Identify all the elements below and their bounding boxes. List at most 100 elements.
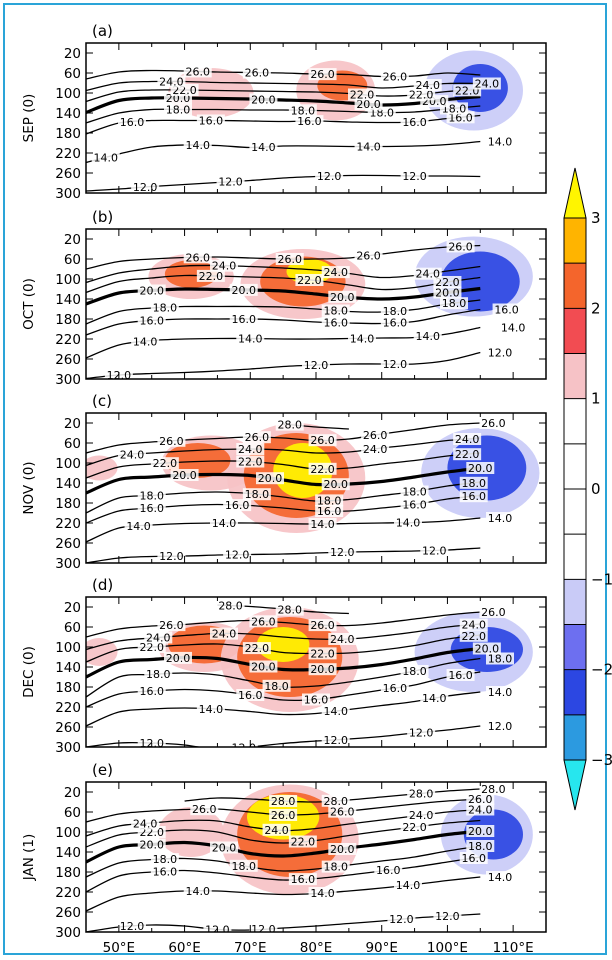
colorbar-segment	[564, 624, 586, 670]
contour-label-bg	[183, 885, 212, 897]
contour-label-bg	[328, 843, 357, 855]
contour-label: 28.0	[323, 795, 348, 808]
contour-label: 18.0	[442, 297, 467, 310]
contour-label: 24.0	[461, 619, 486, 632]
contour-label: 16.0	[153, 865, 178, 878]
contour-label-bg	[203, 923, 232, 932]
contour-label: 12.0	[402, 170, 427, 183]
contour-label-bg	[157, 434, 186, 447]
contour-label: 16.0	[120, 116, 145, 129]
contour-label-bg	[242, 642, 271, 655]
contour-label: 26.0	[468, 793, 493, 806]
contour-label: 24.0	[264, 824, 289, 837]
contour-label: 18.0	[323, 305, 348, 318]
y-tick-label: 20	[64, 600, 81, 616]
contour-label: 18.0	[461, 477, 486, 490]
contour-label: 22.0	[310, 647, 335, 660]
contour-label: 14.0	[133, 335, 158, 348]
contour-label: 20.0	[475, 643, 500, 656]
contour-label-bg	[486, 346, 514, 359]
contour-label-bg	[321, 478, 350, 491]
contour-label-bg	[308, 462, 337, 475]
contour-label-bg	[459, 490, 488, 503]
contour-label: 14.0	[415, 330, 440, 343]
contour-label: 22.0	[461, 630, 486, 643]
contour-label-bg	[118, 116, 146, 128]
y-tick-label: 100	[55, 640, 81, 656]
contour-label-bg	[466, 462, 495, 474]
y-tick-label: 180	[55, 865, 81, 881]
contour-label-bg	[229, 741, 258, 747]
contour-label: 20.0	[323, 478, 348, 491]
contour-label: 22.0	[455, 448, 480, 461]
contour-label-bg	[308, 619, 337, 632]
contour-label: 14.0	[212, 517, 237, 530]
contour-label: 16.0	[323, 317, 348, 330]
contour-label: 24.0	[409, 809, 434, 822]
x-tick-label: 80°E	[300, 940, 332, 956]
contour-label: 24.0	[120, 449, 145, 462]
colorbar: 3 2 1 0 −1 −2 −3	[563, 167, 612, 811]
contour-label-bg	[157, 619, 186, 632]
colorbar-bottom-arrow	[563, 759, 587, 811]
y-tick-label: 300	[55, 740, 81, 756]
contour-label: 28.0	[271, 795, 296, 808]
contour-label-bg	[137, 502, 166, 514]
contour-label: 22.0	[153, 457, 178, 470]
contour-label: 20.0	[468, 825, 493, 838]
contour-label: 26.0	[245, 67, 270, 80]
panel-label: (a)	[92, 22, 113, 40]
contour-label-bg	[131, 335, 160, 348]
contour-label-bg	[321, 705, 350, 718]
y-tick-label: 260	[55, 536, 81, 552]
contour-label-bg	[380, 316, 409, 329]
contour-label-bg	[479, 783, 508, 795]
contour-label: 14.0	[422, 692, 447, 705]
contour-label: 14.0	[323, 705, 348, 718]
y-tick-label: 300	[55, 925, 81, 941]
contour-label: 22.0	[350, 89, 375, 102]
contour-label-bg	[466, 825, 495, 837]
contour-label: 26.0	[310, 619, 335, 632]
contour-label: 16.0	[304, 694, 329, 707]
contour-label-bg	[499, 321, 528, 334]
contour-label: 16.0	[376, 864, 401, 877]
y-tick-label: 220	[55, 700, 81, 716]
contour-label: 22.0	[291, 836, 316, 849]
contour-label: 16.0	[225, 499, 250, 512]
contour-label: 26.0	[330, 806, 355, 819]
panel-ylabel: DEC (0)	[21, 646, 37, 698]
contour-label-bg	[131, 817, 160, 830]
contour-label-bg	[183, 65, 212, 78]
contour-label-bg	[164, 651, 192, 664]
contour-label: 16.0	[297, 115, 322, 128]
contour-label-bg	[321, 266, 350, 279]
contour-label-bg	[308, 663, 337, 676]
contour-label-bg	[433, 910, 462, 922]
contour-label: 16.0	[494, 304, 519, 317]
contour-label: 26.0	[192, 803, 217, 816]
colorbar-tick-label: 2	[591, 299, 601, 317]
contour-label-bg	[407, 809, 436, 822]
contour-line	[86, 437, 481, 467]
contour-label-bg	[328, 290, 357, 303]
contour-label-bg	[269, 809, 298, 821]
x-tick-label: 110°E	[493, 940, 534, 956]
contour-label-bg	[118, 448, 146, 461]
contour-label: 22.0	[245, 642, 270, 655]
contour-label: 18.0	[153, 301, 178, 314]
contour-label: 24.0	[212, 260, 237, 273]
contour-label-bg	[262, 823, 291, 836]
contour-label-bg	[157, 550, 186, 563]
contour-label-bg	[308, 434, 337, 447]
contour-label: 18.0	[488, 653, 513, 666]
contour-label-bg	[210, 841, 238, 854]
contour-label-bg	[413, 79, 442, 91]
y-tick-label: 220	[55, 332, 81, 348]
contour-label: 14.0	[396, 517, 421, 530]
panel-d: 12.0 12.012.012.0 12.014.0 14.014.0 14.016.0…	[21, 576, 547, 756]
colorbar-segment	[564, 218, 586, 264]
contour-label: 12.0	[159, 550, 184, 563]
